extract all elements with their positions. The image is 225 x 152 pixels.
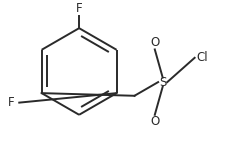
Text: O: O: [149, 36, 159, 49]
Text: O: O: [149, 115, 159, 128]
Text: S: S: [158, 76, 166, 89]
Text: F: F: [8, 96, 14, 109]
Text: Cl: Cl: [196, 51, 207, 64]
Text: F: F: [75, 2, 82, 15]
